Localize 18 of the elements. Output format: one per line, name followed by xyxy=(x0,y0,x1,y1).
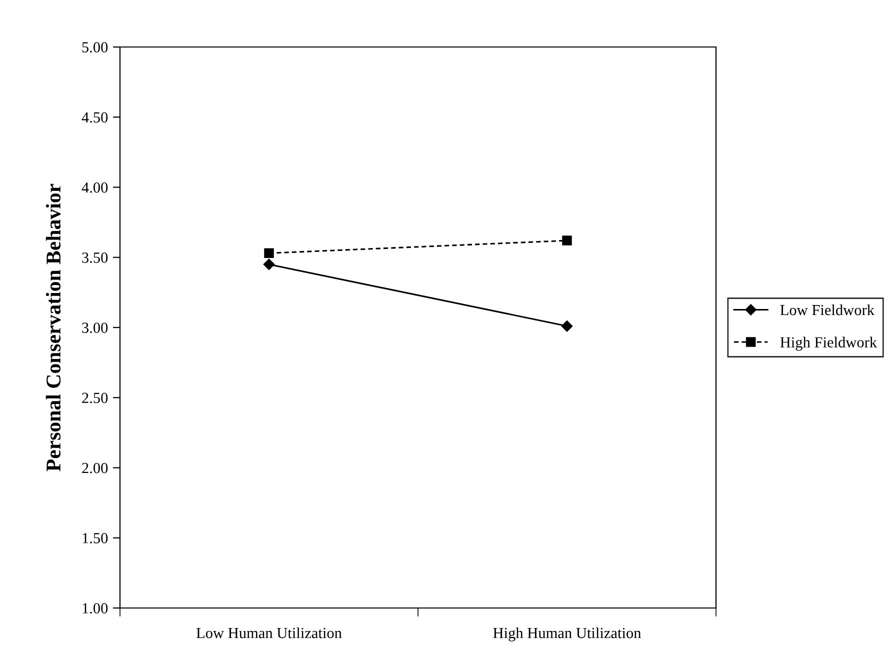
y-tick-label: 2.50 xyxy=(82,392,108,404)
point xyxy=(562,236,572,246)
y-tick-label: 1.00 xyxy=(82,603,108,614)
x-tick-label: Low Human Utilization xyxy=(196,627,342,638)
legend-label: Low Fieldwork xyxy=(780,304,874,316)
point xyxy=(263,258,275,270)
x-tick-label: High Human Utilization xyxy=(493,627,642,642)
y-tick-label: 3.00 xyxy=(82,322,108,334)
y-tick-label: 2.00 xyxy=(82,462,108,474)
y-tick-label: 5.00 xyxy=(82,42,108,53)
point xyxy=(264,248,274,258)
legend-label: High Fieldwork xyxy=(780,336,878,351)
y-tick-label: 3.50 xyxy=(82,252,108,263)
y-tick-label: 4.00 xyxy=(82,182,108,193)
y-tick-label: 1.50 xyxy=(82,533,108,544)
y-tick-label: 4.50 xyxy=(82,112,108,123)
point xyxy=(561,320,573,332)
y-axis-title: Personal Conservation Behavior xyxy=(46,184,61,472)
